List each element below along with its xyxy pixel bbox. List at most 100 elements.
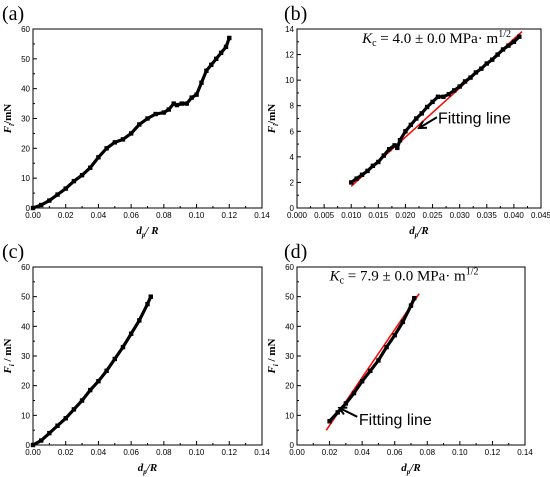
series-trace	[32, 37, 231, 210]
x-tick-label: 0.08	[419, 448, 435, 457]
data-point	[343, 401, 349, 406]
x-tick-label: 0.12	[221, 448, 237, 457]
panel-label: (d)	[284, 241, 307, 263]
data-point	[161, 110, 167, 115]
data-point	[120, 137, 126, 142]
data-point	[145, 116, 150, 121]
data-point	[184, 101, 189, 106]
x-tick-label: 0.00	[289, 448, 305, 457]
data-point	[55, 192, 60, 197]
data-point	[88, 387, 93, 393]
equation-label: Kc = 7.9 ± 0.0 MPa· m1/2	[329, 266, 479, 286]
fitting-line-annotation: Fitting line	[359, 412, 432, 429]
x-tick-label: 0.04	[91, 448, 107, 457]
data-point	[38, 202, 44, 208]
data-point	[55, 423, 60, 428]
x-axis-label: dp/R	[401, 462, 420, 476]
y-tick-label: 40	[21, 322, 30, 331]
x-tick-label: 0.10	[189, 211, 205, 220]
data-point	[354, 176, 359, 181]
x-tick-label: 0.14	[254, 211, 270, 220]
y-tick-label: 40	[21, 85, 30, 94]
y-tick-label: 20	[21, 382, 30, 391]
data-point	[79, 398, 85, 403]
data-point	[71, 407, 77, 412]
data-point	[403, 129, 408, 134]
x-tick-label: 0.030	[450, 211, 471, 220]
y-tick-label: 20	[285, 382, 294, 391]
y-tick-label: 10	[285, 76, 294, 85]
data-point	[204, 68, 209, 73]
y-tick-label: 10	[21, 411, 30, 420]
data-point	[38, 438, 44, 443]
x-tick-label: 0.14	[254, 448, 270, 457]
x-tick-label: 0.04	[354, 448, 370, 457]
data-point	[104, 368, 109, 374]
data-point	[218, 50, 224, 56]
panel-c: (c) 0.00 0.02 0.04 0.06 0.08 0.10 0.12 0.14 0 10 20…	[2, 241, 270, 476]
data-point	[414, 116, 419, 121]
data-point	[335, 410, 340, 415]
data-point	[137, 122, 142, 127]
data-point	[473, 70, 479, 75]
panel-a: (a) 0.00 0.02 0.04 0.06 0.08 0.10 0.12 0.14 0 10 20…	[2, 3, 270, 239]
data-point	[395, 145, 400, 151]
x-tick-label: 0.025	[423, 211, 444, 220]
data-point	[424, 104, 430, 110]
y-tick-label: 60	[21, 25, 30, 34]
data-point	[174, 102, 180, 108]
y-tick-label: 4	[290, 153, 295, 162]
x-tick-label: 0.015	[368, 211, 389, 220]
y-tick-label: 60	[21, 263, 30, 272]
x-axis-label: dp/R	[409, 225, 428, 239]
data-point	[145, 301, 150, 307]
panel-b: (b) 0.000 0.005 0.010 0.015 0.020 0.025 0.030 0.…	[266, 3, 550, 239]
data-point	[365, 168, 370, 174]
equation-label: Kc = 4.0 ± 0.0 MPa· m1/2	[361, 29, 511, 49]
y-tick-label: 20	[21, 144, 30, 153]
data-point	[384, 344, 389, 350]
data-point	[408, 303, 414, 308]
x-tick-label: 0.12	[221, 211, 237, 220]
x-tick-label: 0.00	[25, 211, 41, 220]
data-point	[506, 43, 511, 48]
x-tick-label: 0.045	[531, 211, 550, 220]
panel-label: (c)	[2, 241, 24, 263]
data-point	[30, 442, 36, 448]
data-point	[500, 47, 506, 52]
x-axis-label: dp/ R	[136, 225, 158, 239]
data-point	[468, 75, 473, 80]
data-point	[179, 101, 185, 106]
data-point	[430, 99, 435, 105]
annotation-arrow-shaft	[418, 116, 438, 129]
data-point	[96, 155, 101, 160]
data-point	[128, 331, 134, 336]
data-point	[47, 198, 52, 203]
y-tick-label: 10	[285, 411, 294, 420]
data-point	[112, 140, 117, 145]
data-point	[441, 94, 446, 99]
data-point	[511, 39, 517, 44]
data-point	[137, 318, 142, 323]
data-point	[148, 294, 153, 299]
panel-label: (b)	[284, 3, 307, 25]
y-tick-label: 30	[21, 115, 30, 124]
x-tick-label: 0.02	[322, 448, 338, 457]
data-point	[490, 57, 495, 62]
data-point	[327, 419, 332, 424]
data-point	[227, 35, 232, 41]
data-point	[446, 92, 452, 97]
y-axis-label: Fi / mN	[266, 338, 280, 374]
data-point	[386, 146, 392, 152]
x-tick-label: 0.12	[485, 448, 501, 457]
y-tick-label: 50	[21, 293, 30, 302]
x-axis-label: dp/R	[138, 462, 157, 476]
data-point	[376, 159, 381, 165]
y-tick-label: 40	[285, 322, 294, 331]
data-point	[479, 66, 484, 71]
x-tick-label: 0.02	[58, 211, 74, 220]
data-point	[128, 131, 134, 136]
y-tick-label: 60	[285, 263, 294, 272]
data-point	[495, 52, 500, 57]
